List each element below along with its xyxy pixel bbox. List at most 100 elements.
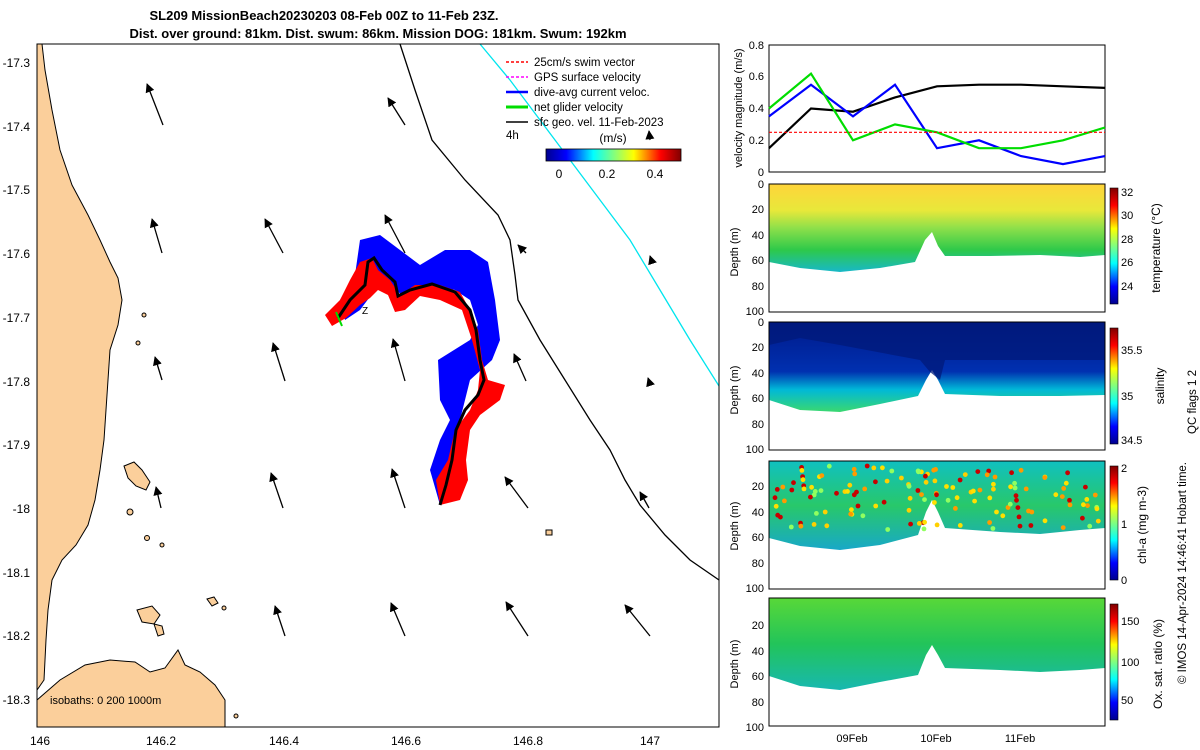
chlorophyll-sample [957,523,963,528]
salinity-cb-tick: 34.5 [1121,435,1142,447]
sfc-geo-arrow [390,602,406,637]
sfc-geo-arrow [390,468,406,509]
chlorophyll-sample [1059,494,1065,499]
salinity-panel: 0 20 40 60 80 100 Depth (m) 35.5 35 34.5… [729,317,1167,456]
chlorophyll-sample [1000,513,1006,519]
sfc-geo-arrow [517,244,528,255]
chlorophyll-sample [819,473,825,478]
isobath-1000m [479,43,720,387]
lat-tick: -17.7 [3,311,31,325]
chlorophyll-sample [822,509,828,515]
chlorophyll-sample [862,486,868,492]
chlorophyll-sample [906,483,912,489]
islet [135,340,141,346]
chlorophyll-sample [1087,523,1093,529]
depth-tick: 40 [752,507,764,519]
chlorophyll-sample [1094,506,1100,512]
chlorophyll-sample [845,489,850,494]
mainland-coast [36,43,123,692]
oxygen-cb-tick: 50 [1121,695,1133,707]
chlorophyll-sample [932,478,938,484]
islet [126,508,134,516]
temperature-cb-tick: 28 [1121,234,1133,246]
oxygen-cb-tick: 150 [1121,616,1139,628]
sfc-geo-arrow [149,218,163,254]
chlorophyll-sample [922,497,927,502]
chlorophyll-sample [1009,470,1014,476]
map-colorbar-tick: 0.4 [647,167,664,181]
chlorophyll-sample [778,514,783,520]
depth-tick: 80 [752,281,764,293]
depth-tick: 100 [746,444,764,456]
chlorophyll-sample [873,479,878,485]
chlorophyll-sample [860,513,866,519]
map-frame [36,43,720,728]
chlorophyll-cb-tick: 0 [1121,575,1127,587]
salinity-frame [768,321,1106,451]
map-panel: Z [3,43,720,748]
island-d [206,596,219,607]
title-line-1: SL209 MissionBeach20230203 08-Feb 00Z to… [150,8,499,23]
chlorophyll-sample [774,487,780,492]
chlorophyll-sample [852,471,858,477]
chlorophyll-sample [990,526,996,531]
map-colorbar-title: (m/s) [599,131,626,145]
sfc-geo-arrow [505,601,529,637]
temperature-panel: 0 20 40 60 80 100 Depth (m) 32 30 28 26 … [729,179,1163,318]
depth-tick: 40 [752,368,764,380]
sfc-geo-arrow [648,255,657,266]
chlorophyll-sample [884,478,890,484]
chlorophyll-sample [915,468,921,474]
chlorophyll-sample [984,472,990,478]
salinity-colorbar [1109,327,1119,445]
chlorophyll-sample [1053,492,1059,498]
chlorophyll-sample [1061,486,1067,491]
depth-ylabel: Depth (m) [729,502,741,551]
chlorophyll-sample [849,507,854,513]
depth-tick: 40 [752,646,764,658]
chlorophyll-sample [931,467,937,473]
southern-land [36,649,226,728]
chlorophyll-sample [1012,480,1017,486]
chlorophyll-sample [921,526,927,532]
depth-tick: 60 [752,671,764,683]
chlorophyll-sample [824,523,830,529]
chlorophyll-sample [1085,503,1090,508]
chlorophyll-sample [782,498,787,504]
sfc-geo-arrow [271,342,286,382]
chlorophyll-cb-tick: 2 [1121,463,1127,475]
chlorophyll-sample [773,503,779,509]
oxygen-cb-label: Ox. sat. ratio (%) [1151,619,1165,709]
lon-tick: 147 [640,734,660,748]
sfc-geo-arrow [264,218,284,254]
depth-tick: 80 [752,419,764,431]
depth-tick: 100 [746,722,764,734]
chlorophyll-sample [812,489,818,494]
chlorophyll-sample [962,472,968,477]
net-glider-velocity-mark [335,311,343,327]
lat-tick: -18.2 [3,629,31,643]
depth-tick: 100 [746,306,764,318]
sfc-geo-arrow [624,604,651,637]
chlorophyll-frame [768,460,1106,590]
chlorophyll-sample [799,468,805,473]
temperature-cb-tick: 30 [1121,210,1133,222]
island-c [153,623,165,637]
chlorophyll-sample [772,495,778,501]
velocity-series-group [768,71,1106,166]
velocity-ytick: 0.6 [749,71,764,83]
lat-tick: -17.5 [3,183,31,197]
velocity-yticks: 0 0.2 0.4 0.6 0.8 [749,40,764,179]
chlorophyll-sample [788,524,794,530]
track-start-marker: Z [362,306,368,317]
chlorophyll-sample [1026,508,1031,514]
depth-tick: 20 [752,342,764,354]
lat-tick: -17.4 [3,120,31,134]
island-a [123,461,151,491]
velocity-ytick: 0.4 [749,103,764,115]
depth-ylabel: Depth (m) [729,228,741,277]
sfc-geo-arrow [646,377,655,388]
chlorophyll-sample [789,487,795,493]
chlorophyll-sample [922,519,927,525]
